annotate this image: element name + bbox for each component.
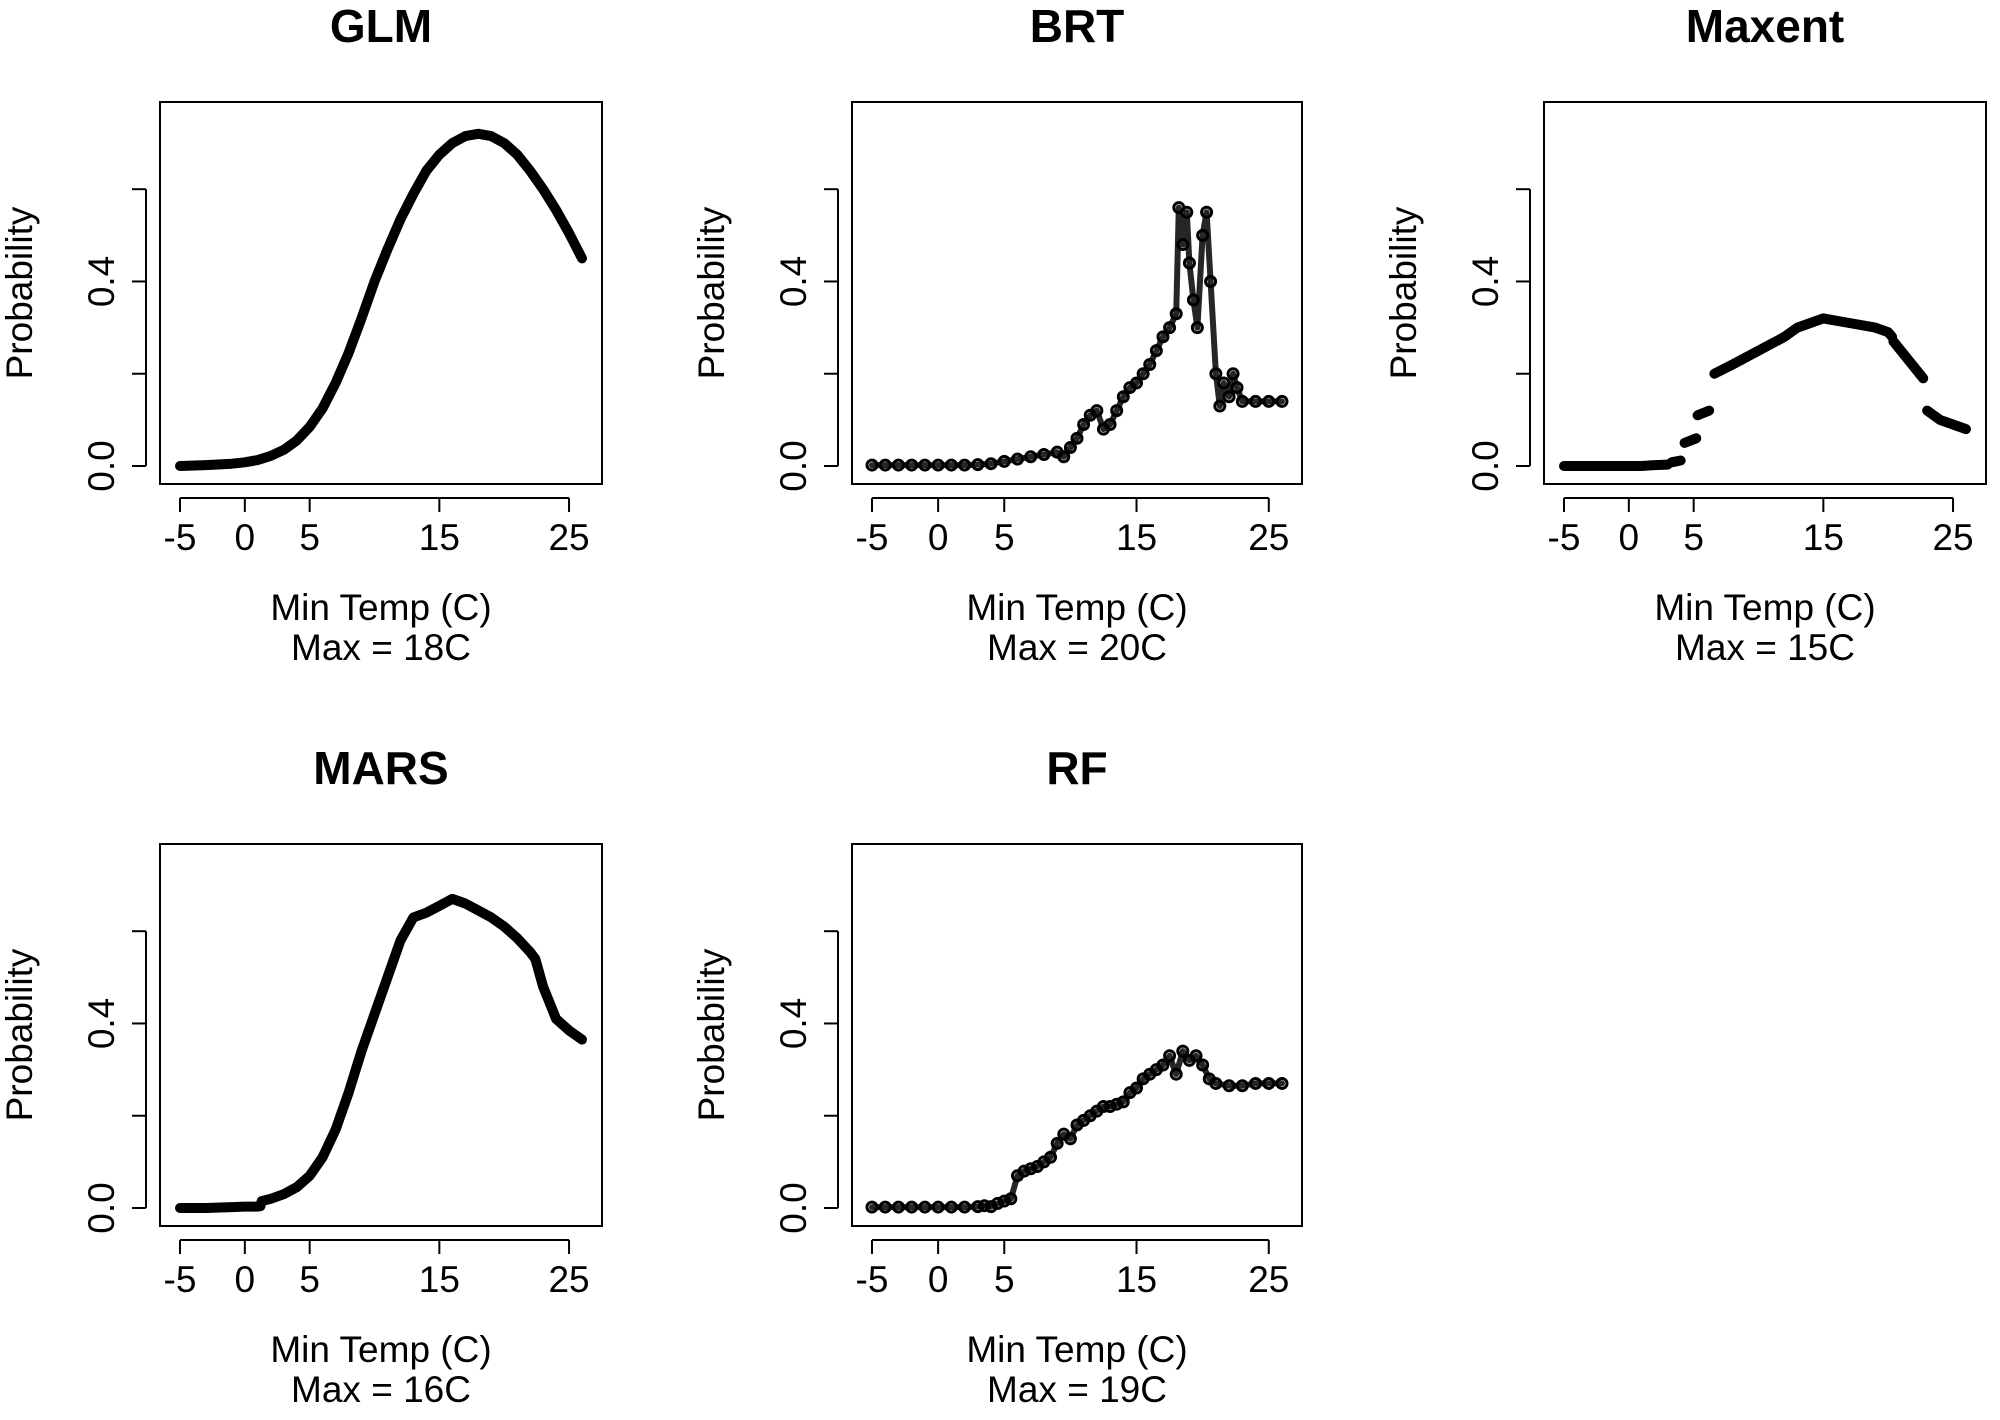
x-tick-label: 25 [1932,517,1973,558]
y-axis-label: Probability [0,206,40,379]
plot-frame [159,101,603,485]
x-tick-label: 5 [994,1259,1015,1300]
max-note: Max = 19C [987,1369,1167,1410]
panel-maxent: Maxent -5 0 5 15 25 0.0 0.4 Probability Min Temp … [1383,0,1987,668]
panel-title: RF [1046,742,1107,794]
x-axis-label: Min Temp (C) [966,587,1187,628]
x-tick-label: 5 [299,517,320,558]
x-tick-label: 25 [1248,1259,1289,1300]
response-curve [1666,455,1686,468]
x-tick-label: 15 [1116,1259,1157,1300]
panel-brt: BRT -5 0 5 15 25 0.0 0.4 Probability Min Temp (C)… [691,0,1303,668]
response-curve [1709,313,1898,379]
panel-rf: RF -5 0 5 15 25 0.0 0.4 Probability Min Temp (C)M… [691,742,1303,1410]
x-axis-label: Min Temp (C) [270,1329,491,1370]
x-axis-label: Min Temp (C) [1654,587,1875,628]
y-tick-label: 0.4 [773,256,814,307]
panel-title: MARS [313,742,448,794]
x-tick-label: 5 [994,517,1015,558]
response-curve [1679,433,1702,448]
x-tick-label: 5 [1683,517,1704,558]
panel-mars: MARS -5 0 5 15 25 0.0 0.4 Probability Min Temp (C… [0,742,603,1410]
plot-frame [159,843,603,1227]
response-curve [1559,459,1673,471]
y-tick-label: 0.4 [81,998,122,1049]
x-tick-label: -5 [856,1259,889,1300]
y-tick-label: 0.0 [773,440,814,491]
max-note: Max = 15C [1675,627,1855,668]
y-axis-label: Probability [691,948,732,1121]
plot-frame [851,843,1303,1227]
x-tick-label: 15 [1116,517,1157,558]
point-trace [869,1048,1285,1211]
panel-title: BRT [1030,0,1125,52]
x-tick-label: 5 [299,1259,320,1300]
response-curve [1692,405,1715,421]
panel-title: GLM [330,0,432,52]
y-axis-label: Probability [691,206,732,379]
x-tick-label: 15 [419,517,460,558]
plot-frame [851,101,1303,485]
response-curve [1922,405,1971,435]
max-note: Max = 18C [291,627,471,668]
x-tick-label: -5 [1548,517,1581,558]
y-tick-label: 0.4 [773,998,814,1049]
x-tick-label: 0 [235,517,256,558]
max-note: Max = 20C [987,627,1167,668]
x-tick-label: 15 [419,1259,460,1300]
response-curve [1888,336,1929,384]
y-axis-label: Probability [1383,206,1424,379]
y-axis-label: Probability [0,948,40,1121]
x-tick-label: 15 [1803,517,1844,558]
x-tick-label: 0 [1619,517,1640,558]
max-note: Max = 16C [291,1369,471,1410]
x-tick-label: -5 [164,517,197,558]
y-tick-label: 0.4 [1465,256,1506,307]
y-tick-label: 0.4 [81,256,122,307]
x-tick-label: 0 [235,1259,256,1300]
x-tick-label: 0 [928,517,949,558]
y-tick-label: 0.0 [81,440,122,491]
y-tick-label: 0.0 [773,1182,814,1233]
x-tick-label: 25 [548,1259,589,1300]
point-trace [869,204,1285,469]
panel-title: Maxent [1686,0,1844,52]
y-tick-label: 0.0 [1465,440,1506,491]
x-axis-label: Min Temp (C) [270,587,491,628]
response-curve [175,128,587,471]
response-curve [175,893,587,1213]
x-tick-label: 25 [1248,517,1289,558]
x-tick-label: -5 [856,517,889,558]
x-tick-label: 0 [928,1259,949,1300]
x-axis-label: Min Temp (C) [966,1329,1187,1370]
panel-glm: GLM -5 0 5 15 25 0.0 0.4 Probability Min Temp (C)… [0,0,603,668]
y-tick-label: 0.0 [81,1182,122,1233]
plot-frame [1543,101,1987,485]
x-tick-label: 25 [548,517,589,558]
x-tick-label: -5 [164,1259,197,1300]
